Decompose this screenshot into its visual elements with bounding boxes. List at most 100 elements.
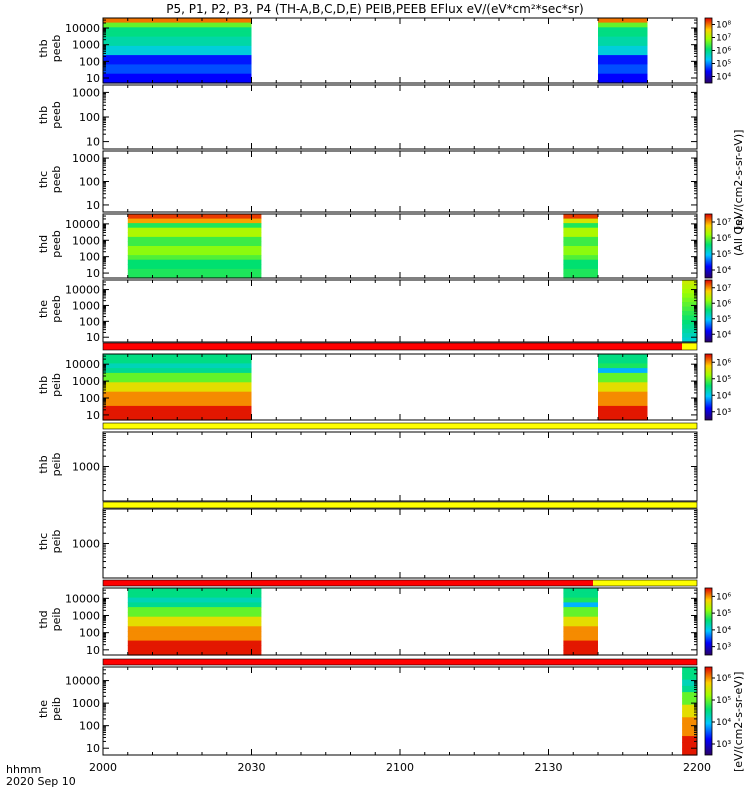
spectrogram-band <box>127 626 262 632</box>
spectrogram-band <box>103 358 252 364</box>
spectrogram-band <box>682 328 697 334</box>
spectrogram-band <box>103 377 252 383</box>
panel-ylabel-product: peib <box>50 530 63 554</box>
panel-thb-peib: thb peib 10 100 1000 10000 10³ 10⁴ 10⁵ 10⁶ <box>37 353 731 422</box>
spectrogram-band <box>563 626 598 632</box>
spectrogram-band <box>598 401 648 407</box>
status-bar-segment <box>103 502 697 508</box>
spectrogram-band <box>563 602 598 608</box>
panel-ylabel-product: peib <box>50 697 63 721</box>
spectrogram-band <box>563 241 598 247</box>
panel-thb-peeb: thb peeb 10 100 1000 <box>37 84 698 150</box>
spectrogram-band <box>598 358 648 364</box>
panel-thd-peeb: thd peeb 10 100 1000 10000 10⁴ 10⁵ 10⁶ 10⁷ <box>37 213 731 280</box>
status-bar-segment <box>103 343 683 350</box>
panel-thd-peib: thd peib 10 100 1000 10000 10³ 10⁴ 10⁵ 10⁶ <box>37 587 731 657</box>
spectrogram-band <box>682 311 697 316</box>
y-tick-label: 1000 <box>72 299 100 312</box>
spectrogram-band <box>682 742 697 750</box>
spectrogram-band <box>682 297 697 303</box>
spectrogram-band <box>563 597 598 603</box>
spectrogram-band <box>682 685 697 693</box>
spectrogram-band <box>563 268 598 275</box>
status-bar-segment <box>103 659 697 665</box>
spectrogram-band <box>682 711 697 718</box>
spectrogram-band <box>563 621 598 627</box>
x-tick-label: 2130 <box>535 761 563 774</box>
colorbar-tick-label: 10⁷ <box>716 218 731 228</box>
spectrogram-band <box>682 729 697 737</box>
spectrogram-band <box>563 214 598 220</box>
colorbar-unit-label-top: [eV/(cm2-s-sr-eV)] <box>732 130 745 230</box>
spectrogram-band <box>563 645 598 651</box>
x-axis-label-line2: 2020 Sep 10 <box>6 775 76 788</box>
y-tick-label: 100 <box>79 392 100 405</box>
spectrogram-band <box>598 69 648 75</box>
x-tick-label: 2100 <box>386 761 414 774</box>
spectrogram-band <box>127 611 262 618</box>
colorbar <box>704 213 713 279</box>
spectrogram-band <box>103 50 252 56</box>
spectrogram-band <box>103 363 252 369</box>
spectrogram-band <box>598 45 648 52</box>
colorbar-tick-label: 10⁷ <box>716 34 731 44</box>
colorbar-tick-label: 10⁴ <box>716 718 731 728</box>
status-bar-2 <box>102 422 698 430</box>
panel-frame <box>102 431 698 502</box>
colorbar-tick-label: 10⁶ <box>716 592 731 602</box>
spectrogram-band <box>598 387 648 393</box>
spectrogram-band <box>598 36 648 42</box>
colorbar-tick-label: 10⁸ <box>716 21 731 31</box>
spectrogram-band <box>598 64 648 70</box>
y-tick-label: 100 <box>79 315 100 328</box>
spectrogram-band <box>103 396 252 402</box>
spectrogram-band <box>127 259 262 265</box>
panel-ylabel-probe: the <box>37 300 50 318</box>
spectrogram-band <box>682 315 697 321</box>
spectrogram-band <box>682 673 697 681</box>
colorbar-tick-label: 10⁵ <box>716 315 731 325</box>
y-tick-label: 100 <box>79 111 100 124</box>
colorbar-tick-label: 10⁶ <box>716 234 731 244</box>
y-tick-label: 10 <box>86 331 100 344</box>
spectrogram-band <box>598 55 648 61</box>
y-tick-label: 10000 <box>65 592 100 605</box>
panel-frame <box>102 84 698 150</box>
panel-ylabel-probe: thd <box>37 610 50 628</box>
panel-ylabel-probe: thd <box>37 235 50 253</box>
spectrogram-band <box>598 41 648 47</box>
status-bar-segment <box>593 580 697 586</box>
spectrogram-band <box>682 284 697 290</box>
spectrogram-band <box>563 218 598 224</box>
colorbar-tick-label: 10⁴ <box>716 266 731 276</box>
spectrogram-band <box>103 401 252 407</box>
spectrogram-band <box>682 698 697 706</box>
colorbar-tick-label: 10⁴ <box>716 73 731 83</box>
panel-ylabel-product: peeb <box>50 295 63 323</box>
spectrogram-band <box>563 250 598 256</box>
y-tick-label: 100 <box>79 55 100 68</box>
spectrogram-band <box>103 55 252 61</box>
panel-ylabel-product: peib <box>50 453 63 477</box>
spectrogram-band <box>598 382 648 388</box>
panel-ylabel-product: peeb <box>50 230 63 258</box>
spectrogram-band <box>563 223 598 229</box>
spectrogram-band <box>682 333 697 339</box>
colorbar-tick-label: 10⁴ <box>716 626 731 636</box>
colorbar <box>704 587 713 656</box>
colorbar-unit-label-bottom: [eV/(cm2-s-sr-eV)] <box>732 672 745 772</box>
y-tick-label: 1000 <box>72 39 100 52</box>
panel-thc-peib: thc peib 1000 <box>37 508 698 579</box>
y-tick-label: 1000 <box>72 234 100 247</box>
spectrogram-band <box>103 41 252 47</box>
y-tick-label: 1000 <box>72 86 100 99</box>
spectrogram-band <box>598 372 648 379</box>
panel-ylabel-product: peeb <box>50 166 63 194</box>
x-axis-label-line1: hhmm <box>6 763 41 776</box>
y-tick-label: 10 <box>86 742 100 755</box>
y-tick-label: 1000 <box>72 697 100 710</box>
y-tick-label: 10 <box>86 136 100 149</box>
y-tick-label: 100 <box>79 627 100 640</box>
